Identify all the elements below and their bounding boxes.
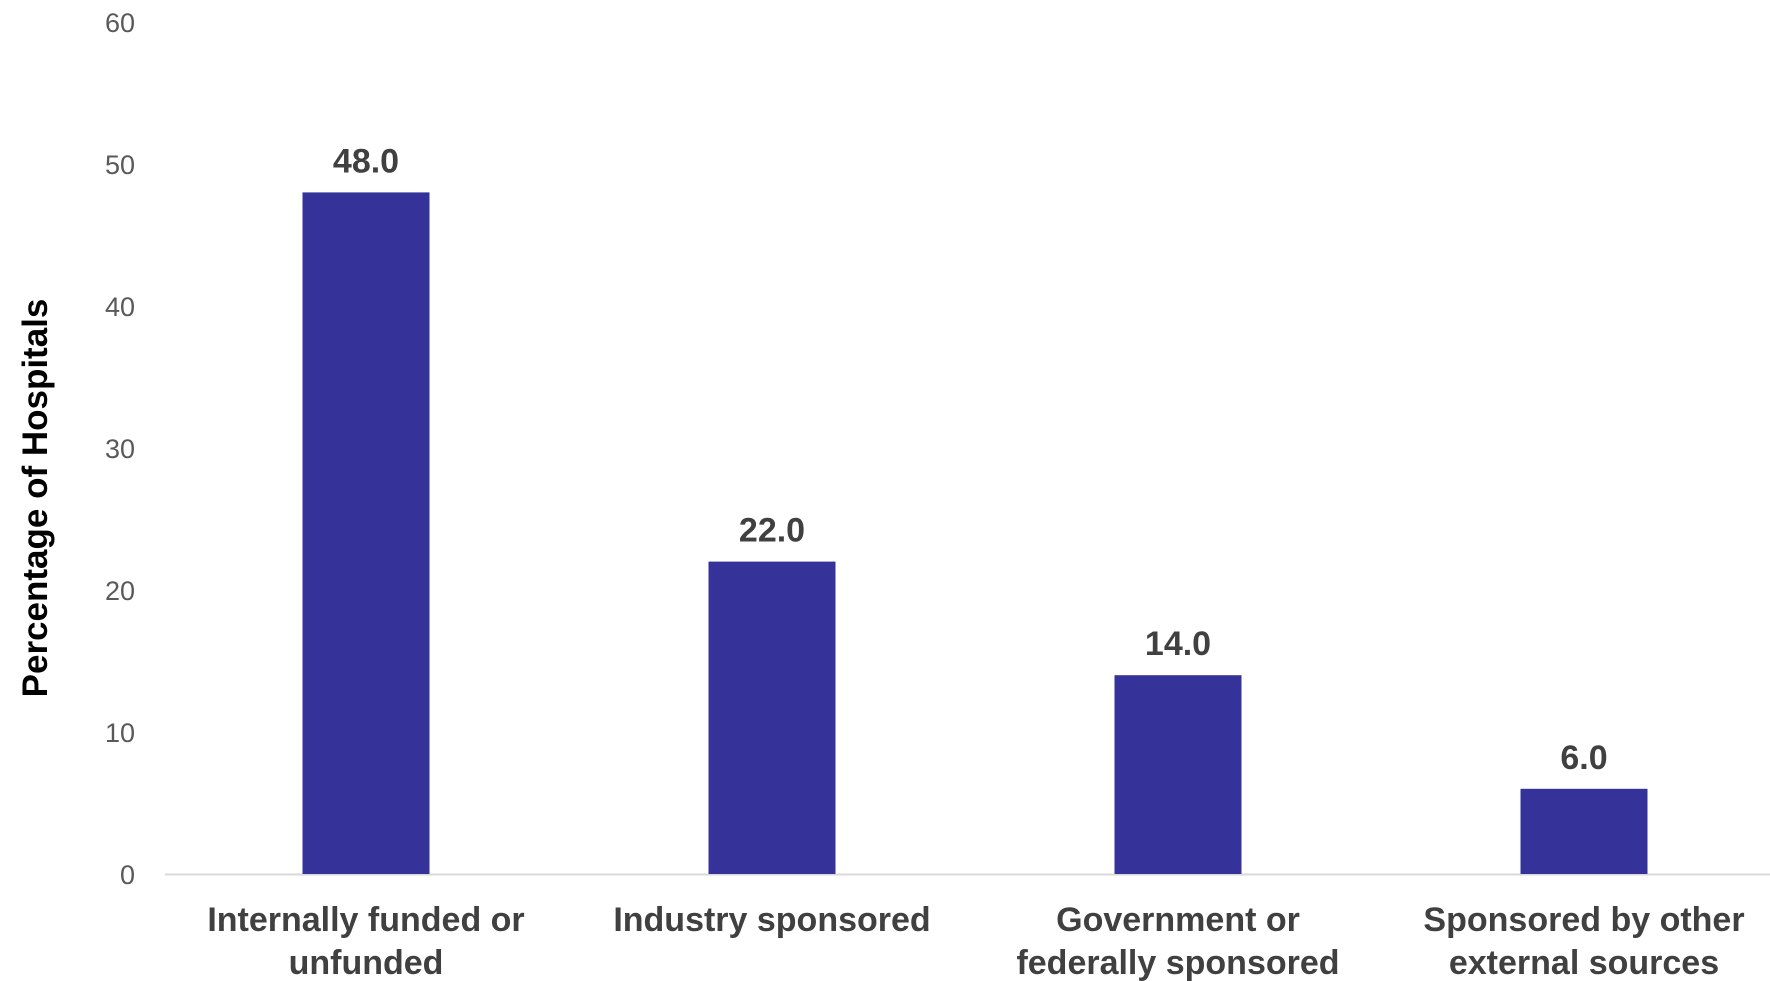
data-label: 48.0 [333, 142, 399, 180]
x-tick-label: Industry sponsored [613, 901, 930, 939]
bar [302, 192, 430, 874]
data-labels: 48.0 22.0 14.0 6.0 [333, 142, 1608, 776]
y-tick-label: 20 [105, 576, 135, 606]
x-tick-label: Internally funded or [207, 901, 524, 939]
bar [1114, 675, 1242, 874]
y-tick-label: 0 [120, 860, 135, 890]
bar [708, 561, 836, 874]
x-tick-label: Sponsored by other [1423, 901, 1744, 939]
y-axis-label: Percentage of Hospitals [16, 299, 55, 698]
y-tick-label: 60 [105, 8, 135, 38]
bar [1520, 788, 1648, 874]
x-tick-label: external sources [1449, 944, 1719, 981]
data-label: 14.0 [1145, 625, 1211, 663]
y-tick-label: 40 [105, 292, 135, 322]
x-tick-label: federally sponsored [1016, 944, 1339, 981]
y-tick-label: 30 [105, 434, 135, 464]
y-tick-label: 10 [105, 718, 135, 748]
x-tick-label: unfunded [289, 944, 444, 981]
y-tick-label: 50 [105, 150, 135, 180]
data-label: 6.0 [1560, 739, 1607, 777]
bars [302, 192, 1648, 874]
y-axis-ticks: 0 10 20 30 40 50 60 [105, 8, 135, 890]
data-label: 22.0 [739, 512, 805, 550]
x-axis-ticks: Internally funded or unfunded Industry spo… [207, 901, 1744, 981]
x-tick-label: Government or [1056, 901, 1300, 939]
